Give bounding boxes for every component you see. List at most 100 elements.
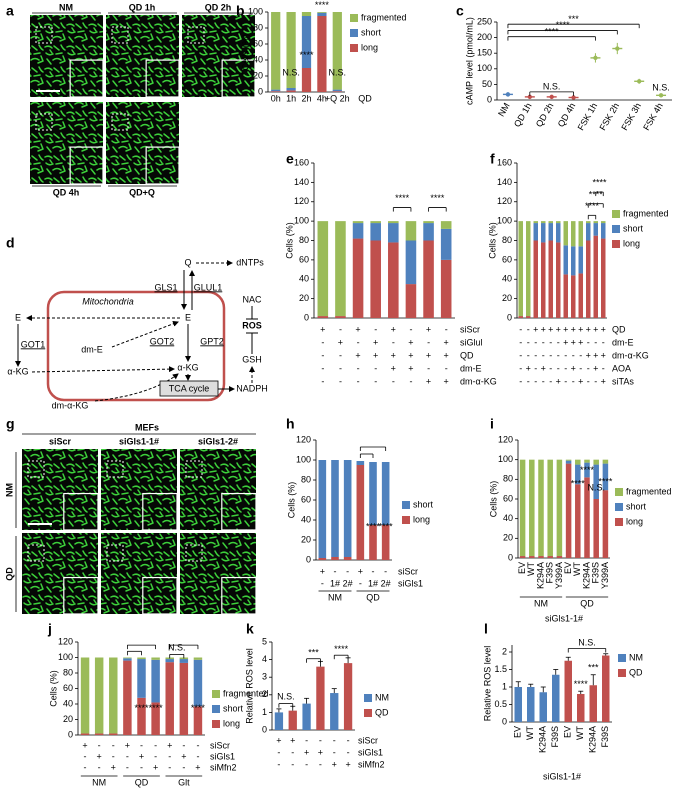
condition-cell: - (427, 363, 430, 373)
bar-segment (593, 464, 599, 499)
condition-name: siGls1 (210, 751, 235, 761)
image-label: QD 4h (53, 187, 80, 197)
condition-cell: - (98, 740, 101, 750)
condition-cell: - (168, 762, 171, 772)
legend-swatch (350, 29, 358, 37)
condition-cell: - (112, 740, 115, 750)
bar-segment (593, 235, 598, 318)
condition-cell: - (519, 363, 522, 373)
bar-segment (123, 660, 132, 735)
bar-segment (165, 662, 174, 735)
condition-cell: + (601, 376, 606, 386)
condition-cell: - (542, 376, 545, 386)
y-tick-label: 160 (294, 157, 309, 167)
condition-cell: - (534, 337, 537, 347)
group-label: NM (328, 592, 342, 602)
condition-cell: - (339, 324, 342, 334)
y-tick-label: 0 (262, 724, 267, 734)
x-tick-label: K294A (588, 726, 598, 753)
condition-cell: + (320, 324, 325, 334)
y-tick-label: 60 (253, 38, 263, 48)
condition-cell: + (556, 376, 561, 386)
bar-segment (538, 459, 544, 557)
condition-cell: + (391, 363, 396, 373)
y-tick-label: 80 (253, 22, 263, 32)
image-row-label: QD (4, 567, 14, 581)
group-label: QD (135, 777, 149, 787)
image-column-label: siGls1-1# (119, 436, 159, 446)
bar-segment (423, 240, 434, 318)
bar-segment (533, 221, 538, 224)
diagram-node: dNTPs (236, 257, 264, 267)
bar-segment (440, 221, 452, 229)
panel-label: h (286, 416, 295, 432)
condition-cell: - (126, 762, 129, 772)
bar-segment (332, 91, 342, 92)
bar-segment (286, 12, 296, 88)
panel-label: l (484, 621, 488, 637)
annotation: **** (134, 703, 149, 713)
condition-cell: - (339, 376, 342, 386)
x-axis-label: siGls1-1# (545, 613, 583, 623)
y-tick-label: 200 (477, 32, 492, 42)
bar-segment (123, 657, 132, 659)
bar-segment (151, 659, 160, 703)
y-tick-label: 40 (301, 514, 311, 524)
condition-cell: - (277, 759, 280, 769)
condition-cell: + (345, 759, 350, 769)
diagram-node: Q (184, 257, 191, 267)
bar-segment (301, 12, 312, 16)
bar-segment (601, 223, 606, 239)
image-row-label: NM (4, 483, 14, 497)
condition-name: siGls1 (398, 578, 423, 588)
diagram-node: dm-α-KG (52, 400, 89, 410)
bar-segment (317, 316, 329, 318)
panel-label: k (246, 621, 254, 637)
condition-cell: + (578, 376, 583, 386)
bar (330, 693, 339, 730)
diagram-node: E (185, 312, 191, 322)
condition-cell: + (338, 337, 343, 347)
annotation: **** (545, 26, 560, 36)
condition-cell: + (601, 350, 606, 360)
legend-label: short (223, 703, 244, 713)
bar-segment (584, 459, 590, 463)
bar-segment (405, 240, 417, 285)
bar-segment (575, 464, 581, 485)
condition-cell: - (519, 324, 522, 334)
condition-cell: - (549, 363, 552, 373)
x-tick-label: +Q 2h (325, 93, 350, 103)
dot (658, 93, 664, 98)
roi-box (185, 544, 203, 562)
bar (552, 674, 560, 722)
x-tick-label: K294A (538, 726, 548, 753)
bar-segment (388, 242, 399, 318)
condition-cell: - (196, 740, 199, 750)
annotation: **** (395, 193, 410, 203)
condition-cell: + (571, 337, 576, 347)
bar-segment (602, 490, 609, 558)
condition-cell: + (426, 350, 431, 360)
y-tick-label: 80 (502, 235, 512, 245)
diagram-node: α-KG (7, 366, 28, 376)
condition-cell: - (519, 350, 522, 360)
condition-cell: + (153, 762, 158, 772)
bar-segment (137, 659, 146, 698)
y-tick-label: 60 (502, 254, 512, 264)
x-tick-label: F39S (550, 726, 560, 748)
condition-cell: - (112, 751, 115, 761)
y-tick-label: 40 (299, 274, 309, 284)
x-tick-label: 0h (271, 93, 281, 103)
annotation: *** (588, 663, 599, 673)
diagram-node: GOT1 (21, 339, 46, 349)
y-tick-label: 100 (498, 454, 513, 464)
legend-label: QD (629, 667, 643, 677)
inset (63, 576, 99, 615)
y-axis-label: Cells (%) (48, 670, 58, 707)
panel-label: g (6, 416, 15, 432)
diagram-d (15, 260, 258, 402)
diagram-node: NADPH (236, 383, 268, 393)
roi-box (185, 460, 203, 478)
y-tick-label: 20 (301, 534, 311, 544)
bar-segment (123, 658, 132, 661)
